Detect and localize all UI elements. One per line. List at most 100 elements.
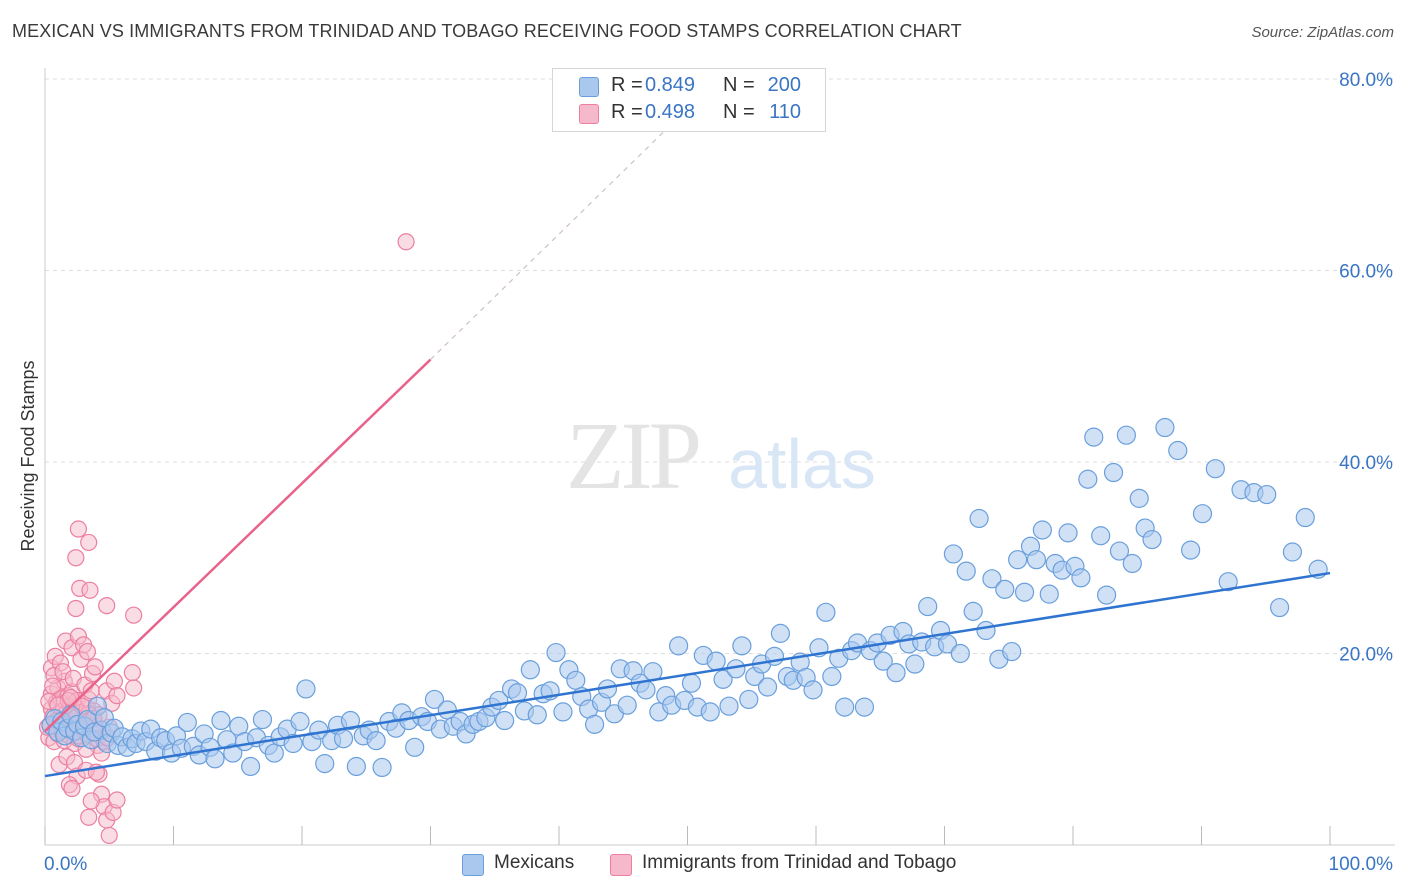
gridlines bbox=[45, 78, 1395, 654]
trinidad-point bbox=[100, 826, 118, 845]
mexican-point bbox=[1257, 484, 1277, 505]
legend-swatch-blue bbox=[462, 854, 484, 876]
x-tick-label: 0.0% bbox=[44, 854, 87, 875]
legend-r-label: R = bbox=[611, 74, 643, 96]
trinidad-trend-line bbox=[44, 358, 432, 732]
trend-lines bbox=[44, 120, 1331, 778]
legend-n-value: 200 bbox=[767, 74, 801, 96]
mexican-point bbox=[1097, 585, 1117, 605]
mexican-point bbox=[700, 702, 720, 722]
mexican-point bbox=[223, 743, 243, 763]
mexican-point bbox=[1168, 440, 1188, 461]
mexican-point bbox=[264, 743, 284, 763]
mexican-point bbox=[252, 709, 273, 730]
mexican-point bbox=[681, 673, 702, 693]
trinidad-point bbox=[69, 520, 88, 538]
mexican-point bbox=[1218, 572, 1238, 592]
mexican-point bbox=[937, 634, 958, 654]
mexican-point bbox=[290, 711, 310, 732]
y-tick-label: 40.0% bbox=[1339, 453, 1393, 474]
mexican-point bbox=[732, 636, 752, 656]
mexican-point bbox=[333, 729, 354, 749]
mexican-point bbox=[873, 651, 893, 671]
trinidad-trend-extension bbox=[430, 120, 676, 360]
trinidad-point bbox=[98, 597, 116, 615]
trinidad-point bbox=[44, 677, 62, 695]
mexican-point bbox=[713, 669, 733, 689]
mexican-point bbox=[1155, 417, 1175, 438]
chart-title: MEXICAN VS IMMIGRANTS FROM TRINIDAD AND … bbox=[12, 21, 962, 41]
mexican-point bbox=[835, 697, 855, 717]
mexican-point bbox=[1103, 462, 1124, 483]
trinidad-point bbox=[80, 808, 98, 826]
mexican-point bbox=[1181, 540, 1201, 560]
x-tick-label: 100.0% bbox=[1329, 854, 1394, 875]
mexican-point bbox=[636, 680, 656, 700]
mexican-point bbox=[177, 712, 197, 733]
mexican-point bbox=[918, 596, 938, 617]
trinidad-point bbox=[78, 642, 97, 661]
trinidad-point bbox=[67, 549, 85, 567]
trinidad-point bbox=[108, 687, 126, 705]
legend-swatch-pink bbox=[610, 854, 632, 876]
mexican-point bbox=[372, 757, 392, 778]
mexican-point bbox=[669, 636, 689, 656]
legend-swatch-pink bbox=[579, 104, 599, 124]
legend-row-mexicans: R = 0.849 N = 200 bbox=[553, 74, 825, 100]
mexican-point bbox=[950, 643, 970, 664]
mexican-point bbox=[1122, 553, 1142, 574]
legend-row-trinidad: R = 0.498 N = 110 bbox=[553, 101, 825, 127]
mexican-point bbox=[982, 569, 1002, 589]
trinidad-point bbox=[82, 792, 100, 810]
y-tick-label: 20.0% bbox=[1339, 645, 1393, 666]
stats-legend: R = 0.849 N = 200 R = 0.498 N = 110 bbox=[552, 68, 826, 132]
mexican-point bbox=[1269, 597, 1290, 618]
trinidad-point bbox=[125, 606, 143, 624]
mexican-point bbox=[943, 544, 963, 564]
legend-swatch-blue bbox=[579, 77, 599, 97]
legend-r-value: 0.498 bbox=[645, 101, 696, 123]
mexican-point bbox=[816, 602, 836, 622]
mexican-point bbox=[1078, 469, 1098, 489]
legend-n-label: N = bbox=[723, 101, 755, 123]
trinidad-point bbox=[86, 658, 104, 676]
mexican-point bbox=[296, 679, 316, 699]
mexican-point bbox=[520, 660, 540, 680]
trinidad-point bbox=[108, 791, 126, 809]
mexican-point bbox=[205, 749, 225, 769]
mexican-point bbox=[566, 670, 586, 690]
watermark-atlas: atlas bbox=[728, 425, 876, 503]
mexican-point bbox=[854, 697, 875, 717]
mexican-point bbox=[424, 689, 445, 710]
mexican-point bbox=[886, 663, 906, 683]
trinidad-point bbox=[123, 664, 141, 682]
trinidad-point bbox=[80, 533, 98, 552]
mexican-point bbox=[1026, 550, 1047, 570]
mexican-point bbox=[617, 695, 637, 715]
mexican-point bbox=[1295, 507, 1315, 528]
mexican-point bbox=[1192, 504, 1213, 524]
mexican-point bbox=[956, 561, 976, 581]
mexican-point bbox=[1091, 526, 1111, 546]
y-tick-label: 80.0% bbox=[1339, 70, 1393, 91]
mexican-trend-line bbox=[44, 571, 1331, 778]
trinidad-point bbox=[67, 599, 85, 618]
mexican-point bbox=[584, 714, 605, 734]
y-tick-labels: 20.0% 40.0% 60.0% 80.0% bbox=[1339, 70, 1393, 666]
x-tick-labels: 0.0% 100.0% bbox=[44, 854, 1393, 875]
mexican-point bbox=[553, 702, 573, 722]
mexican-point bbox=[719, 696, 739, 716]
legend-r-value: 0.849 bbox=[645, 74, 696, 96]
mexican-point bbox=[1142, 529, 1162, 550]
mexican-point bbox=[1116, 425, 1136, 445]
mexican-point bbox=[1129, 488, 1149, 508]
legend-label-trinidad: Immigrants from Trinidad and Tobago bbox=[642, 852, 957, 873]
mexican-point bbox=[507, 683, 528, 703]
legend-n-label: N = bbox=[723, 74, 755, 96]
mexican-point bbox=[1002, 641, 1022, 662]
legend-label-mexicans: Mexicans bbox=[494, 852, 575, 873]
mexican-point bbox=[283, 733, 303, 754]
mexican-point bbox=[1032, 520, 1052, 540]
trinidad-point bbox=[125, 679, 143, 697]
